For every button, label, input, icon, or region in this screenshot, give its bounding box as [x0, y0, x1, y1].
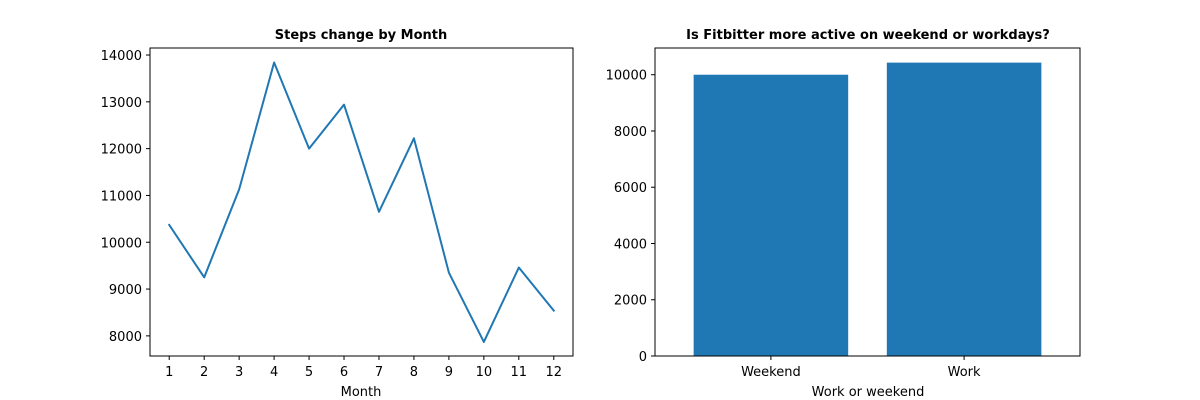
x-tick-label: 1	[165, 365, 173, 380]
y-tick-label: 4000	[614, 237, 647, 252]
axis-ticks: 1 2 3 4 5 6 7 8 9 10 11 128000900010000110001200013…	[101, 49, 562, 380]
x-tick-label: 11	[511, 365, 528, 380]
x-tick-label: 5	[305, 365, 313, 380]
x-tick-label: 4	[270, 365, 278, 380]
y-tick-label: 9000	[109, 283, 142, 298]
chart-title: Is Fitbitter more active on weekend or w…	[686, 28, 1050, 43]
y-tick-label: 8000	[614, 125, 647, 140]
bar-weekend	[693, 74, 849, 356]
axis-ticks: Weekend Work 0 2000 4000 6000 8000 10000	[606, 69, 981, 380]
y-tick-label: 14000	[101, 49, 142, 64]
x-tick-label: 9	[445, 365, 453, 380]
y-tick-label: 8000	[109, 330, 142, 345]
chart-title: Steps change by Month	[275, 28, 448, 43]
y-tick-label: 12000	[101, 143, 142, 158]
x-axis-label: Month	[341, 385, 382, 400]
x-tick-label: 8	[410, 365, 418, 380]
x-tick-label: Work	[948, 365, 981, 380]
series-line	[167, 61, 556, 343]
y-tick-label: 10000	[101, 236, 142, 251]
x-tick-label: 10	[476, 365, 493, 380]
axes-frame	[654, 47, 1081, 357]
steps-by-month-chart: Steps change by Month 1 2 3 4 5 6 7 8 9 10 11 12800…	[101, 28, 574, 400]
bar-work	[886, 62, 1042, 356]
x-tick-label: 6	[340, 365, 348, 380]
y-tick-label: 13000	[101, 96, 142, 111]
x-tick-label: Weekend	[741, 365, 801, 380]
y-tick-label: 6000	[614, 181, 647, 196]
x-tick-label: 3	[235, 365, 243, 380]
x-axis-label: Work or weekend	[812, 385, 925, 400]
x-tick-label: 12	[545, 365, 562, 380]
x-tick-label: 7	[375, 365, 383, 380]
y-tick-label: 0	[639, 350, 647, 365]
plot-area	[693, 62, 1042, 356]
axes-frame	[149, 47, 574, 357]
y-tick-label: 10000	[606, 69, 647, 84]
y-tick-label: 2000	[614, 294, 647, 309]
y-tick-label: 11000	[101, 189, 142, 204]
x-tick-label: 2	[200, 365, 208, 380]
plot-area	[167, 61, 556, 343]
weekend-vs-work-chart: Is Fitbitter more active on weekend or w…	[606, 28, 1081, 400]
